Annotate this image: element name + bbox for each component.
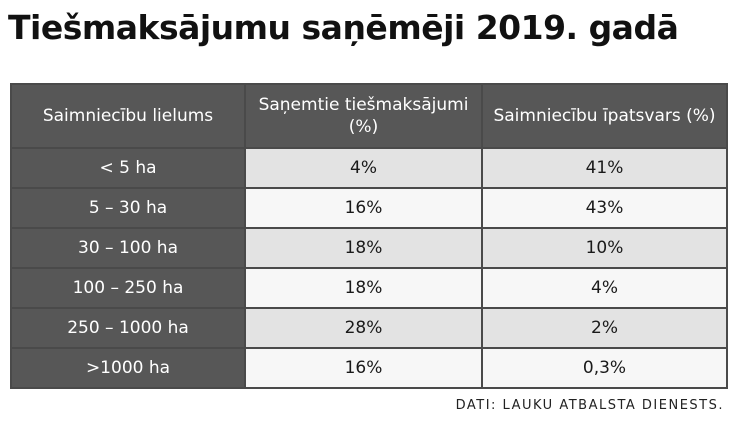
table-row: >1000 ha 16% 0,3% [10, 347, 728, 389]
share-cell: 2% [481, 307, 728, 349]
row-label: < 5 ha [10, 147, 246, 189]
share-cell: 0,3% [481, 347, 728, 389]
data-table: Saimniecību lielums Saņemtie tiešmaksāju… [10, 83, 728, 389]
column-header-payments-received: Saņemtie tiešmaksājumi (%) [244, 83, 483, 149]
source-note: DATI: LAUKU ATBALSTA DIENESTS. [455, 398, 724, 413]
table-row: 30 – 100 ha 18% 10% [10, 227, 728, 269]
share-cell: 41% [481, 147, 728, 189]
table-row: 5 – 30 ha 16% 43% [10, 187, 728, 229]
table-row: 250 – 1000 ha 28% 2% [10, 307, 728, 349]
column-header-farm-size: Saimniecību lielums [10, 83, 246, 149]
row-label: >1000 ha [10, 347, 246, 389]
payments-cell: 16% [244, 347, 483, 389]
payments-cell: 4% [244, 147, 483, 189]
payments-cell: 18% [244, 227, 483, 269]
share-cell: 43% [481, 187, 728, 229]
table-row: < 5 ha 4% 41% [10, 147, 728, 189]
table-body: < 5 ha 4% 41% 5 – 30 ha 16% 43% 30 – 100… [10, 147, 728, 389]
payments-cell: 28% [244, 307, 483, 349]
chart-title: Tiešmaksājumu saņēmēji 2019. gadā [8, 8, 679, 47]
column-header-farm-share: Saimniecību īpatsvars (%) [481, 83, 728, 149]
table-header: Saimniecību lielums Saņemtie tiešmaksāju… [10, 83, 728, 149]
row-label: 30 – 100 ha [10, 227, 246, 269]
header-row: Saimniecību lielums Saņemtie tiešmaksāju… [10, 83, 728, 149]
table-row: 100 – 250 ha 18% 4% [10, 267, 728, 309]
row-label: 250 – 1000 ha [10, 307, 246, 349]
row-label: 100 – 250 ha [10, 267, 246, 309]
payments-cell: 18% [244, 267, 483, 309]
share-cell: 10% [481, 227, 728, 269]
share-cell: 4% [481, 267, 728, 309]
row-label: 5 – 30 ha [10, 187, 246, 229]
payments-cell: 16% [244, 187, 483, 229]
